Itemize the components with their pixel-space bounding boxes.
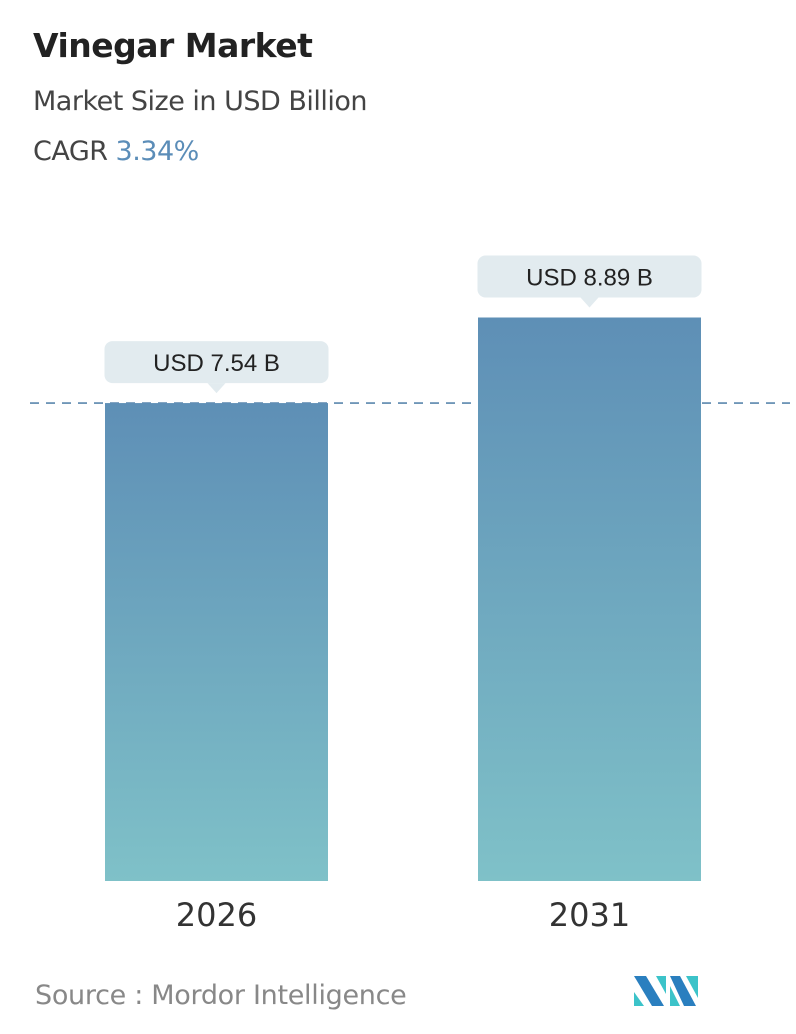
- data-label-bg: [477, 255, 702, 298]
- x-tick-label: 2031: [549, 896, 630, 934]
- x-tick-label: 2026: [176, 896, 257, 934]
- bar-2026: [105, 403, 328, 881]
- cagr-value: 3.34%: [115, 136, 200, 167]
- chart-subtitle: Market Size in USD Billion: [33, 86, 368, 117]
- source-note: Source : Mordor Intelligence: [35, 980, 407, 1011]
- mordor-logo-icon: [634, 976, 698, 1006]
- chart-title: Vinegar Market: [33, 26, 313, 65]
- cagr-label: CAGR: [33, 136, 108, 167]
- data-label-bg: [104, 341, 329, 384]
- data-label: USD 8.89 B: [526, 265, 653, 292]
- data-label-pointer: [207, 383, 226, 394]
- data-label: USD 7.54 B: [153, 350, 280, 377]
- data-label-pointer: [580, 297, 599, 308]
- cagr: CAGR 3.34%: [33, 136, 199, 167]
- bar-2031: [478, 317, 701, 881]
